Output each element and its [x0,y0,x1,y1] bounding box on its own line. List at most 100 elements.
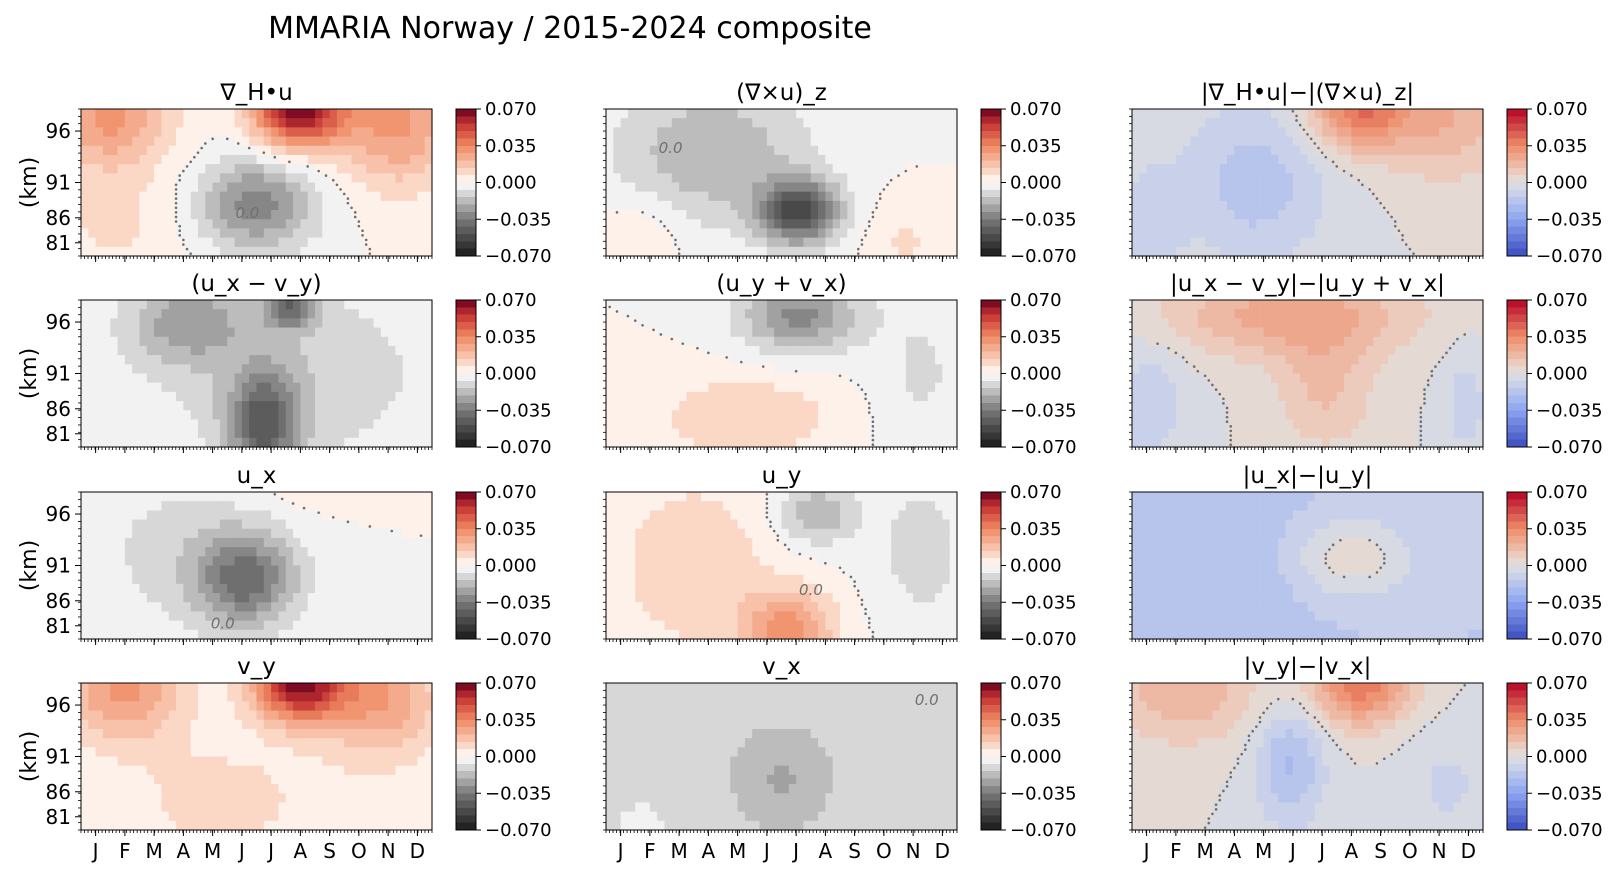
heatmap-cell [1220,309,1228,319]
heatmap-cell [643,118,651,128]
heatmap-cell [621,337,629,347]
heatmap-cell [1154,337,1162,347]
heatmap-cell [330,192,338,202]
heatmap-cell [811,337,819,347]
heatmap-cell [213,118,221,128]
heatmap-cell [913,337,921,347]
heatmap-cell [322,219,330,229]
heatmap-cell [730,318,738,328]
heatmap-cell [257,337,265,347]
heatmap-cell [352,118,360,128]
heatmap-cell [825,228,833,238]
heatmap-cell [1242,137,1250,147]
heatmap-cell [103,238,111,248]
heatmap-cell [1278,228,1286,238]
heatmap-cell [1410,318,1418,328]
heatmap-cell [140,164,148,174]
heatmap-cell [395,337,403,347]
heatmap-cell [374,164,382,174]
heatmap-cell [315,355,323,365]
heatmap-cell [103,364,111,374]
contour-dot [263,151,266,154]
heatmap-cell [847,429,855,439]
heatmap-cell [1454,328,1462,338]
heatmap-cell [891,300,899,310]
heatmap-cell [300,318,308,328]
heatmap-cell [665,173,673,183]
heatmap-cell [840,146,848,156]
heatmap-cell [286,429,294,439]
heatmap-cell [1198,127,1206,137]
heatmap-cell [1410,238,1418,248]
heatmap-cell [1191,309,1199,319]
heatmap-cell [708,364,716,374]
heatmap-cell [1227,210,1235,220]
heatmap-cell [1329,109,1337,119]
heatmap-cell [220,318,228,328]
heatmap-cell [679,419,687,429]
heatmap-cell [417,410,425,420]
heatmap-cell [1300,118,1308,128]
heatmap-cell [1359,210,1367,220]
heatmap-cell [818,355,826,365]
heatmap-cell [322,392,330,402]
heatmap-cell [643,392,651,402]
heatmap-cell [774,383,782,393]
heatmap-cell [1476,201,1484,211]
heatmap-cell [344,127,352,137]
heatmap-cell [1337,146,1345,156]
heatmap-cell [1373,247,1381,257]
heatmap-cell [271,429,279,439]
heatmap-cell [337,228,345,238]
heatmap-cell [738,219,746,229]
heatmap-cell [913,392,921,402]
heatmap-cell [381,318,389,328]
heatmap-cell [1256,164,1264,174]
heatmap-cell [1337,127,1345,137]
heatmap-cell [825,429,833,439]
heatmap-cell [278,429,286,439]
heatmap-cell [855,219,863,229]
heatmap-cell [118,328,126,338]
heatmap-cell [337,127,345,137]
heatmap-cell [760,419,768,429]
heatmap-cell [125,328,133,338]
heatmap-cell [395,328,403,338]
heatmap-cell [1249,318,1257,328]
heatmap-cell [249,401,257,411]
heatmap-cell [613,173,621,183]
heatmap-cell [672,309,680,319]
heatmap-cell [1132,183,1140,193]
heatmap-cell [628,228,636,238]
heatmap-cell [1278,210,1286,220]
heatmap-cell [161,355,169,365]
heatmap-cell [176,118,184,128]
heatmap-cell [1300,109,1308,119]
heatmap-cell [227,410,235,420]
heatmap-cell [899,247,907,257]
heatmap-cell [833,192,841,202]
heatmap-cell [161,183,169,193]
heatmap-cell [315,429,323,439]
heatmap-cell [869,401,877,411]
heatmap-cell [1300,201,1308,211]
heatmap-cell [417,210,425,220]
heatmap-cell [679,346,687,356]
heatmap-cell [672,219,680,229]
heatmap-cell [1410,219,1418,229]
heatmap-cell [920,346,928,356]
heatmap-cell [906,137,914,147]
heatmap-cell [257,127,265,137]
heatmap-cell [1366,247,1374,257]
heatmap-cell [161,201,169,211]
heatmap-cell [293,392,301,402]
heatmap-cell [169,109,177,119]
heatmap-cell [1439,164,1447,174]
heatmap-cell [1191,118,1199,128]
heatmap-cell [96,429,104,439]
heatmap-cell [381,355,389,365]
heatmap-cell [1234,192,1242,202]
heatmap-cell [220,438,228,448]
heatmap-cell [286,374,294,384]
heatmap-cell [701,210,709,220]
